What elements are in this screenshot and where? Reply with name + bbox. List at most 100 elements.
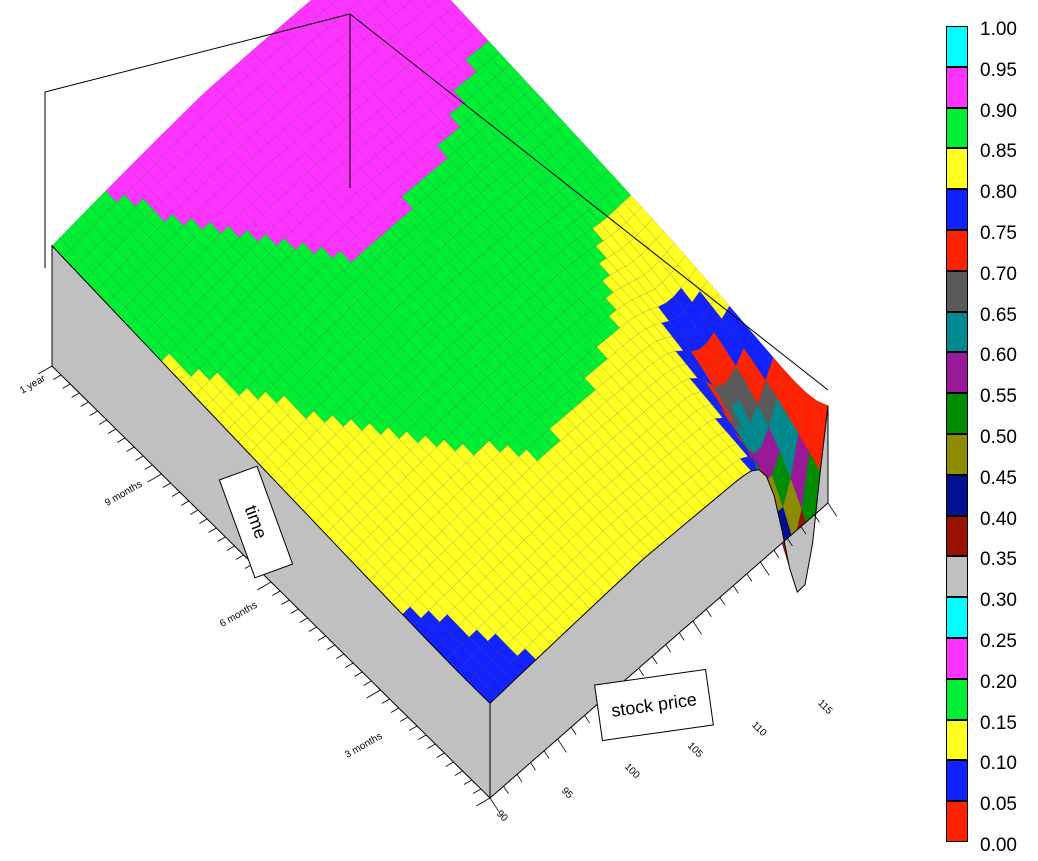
legend-label: 0.70 bbox=[980, 263, 1017, 285]
surface-facet bbox=[458, 16, 478, 36]
time-tick bbox=[409, 725, 418, 731]
stock-price-axis-label-box: stock price bbox=[594, 668, 714, 742]
price-tick bbox=[530, 762, 536, 771]
time-tick bbox=[454, 770, 463, 776]
price-tick bbox=[733, 585, 739, 594]
legend-swatch bbox=[946, 352, 968, 394]
legend-swatch bbox=[946, 66, 968, 108]
price-tick bbox=[827, 502, 838, 517]
price-tick bbox=[787, 538, 793, 547]
time-tick bbox=[326, 644, 336, 650]
price-tick bbox=[584, 715, 590, 724]
surface-facet bbox=[341, 0, 359, 10]
legend-swatch bbox=[946, 597, 968, 638]
legend-label: 1.00 bbox=[980, 19, 1017, 40]
time-tick bbox=[235, 554, 244, 560]
legend-label: 0.05 bbox=[980, 794, 1017, 816]
legend-label: 0.25 bbox=[980, 631, 1017, 652]
price-tick-label: 115 bbox=[815, 698, 834, 717]
legend-label: 0.65 bbox=[980, 304, 1017, 326]
legend-swatch bbox=[946, 148, 968, 190]
surface-facet bbox=[787, 381, 807, 434]
legend-swatch bbox=[946, 801, 968, 842]
color-legend: 1.00 0.95 0.90 0.85 0.80 0.75 0.70 0.65 0.60 0.55… bbox=[946, 20, 1036, 856]
time-tick bbox=[38, 365, 53, 375]
time-tick-label: 3 months bbox=[343, 731, 384, 761]
price-tick bbox=[503, 785, 509, 794]
legend-label: 0.40 bbox=[980, 508, 1017, 530]
price-tick bbox=[665, 644, 672, 653]
legend-label: 0.95 bbox=[980, 59, 1017, 81]
legend-label: 0.85 bbox=[980, 141, 1017, 163]
time-tick bbox=[217, 536, 226, 542]
surface-facet bbox=[666, 243, 686, 266]
legend-swatch bbox=[946, 556, 968, 598]
time-tick bbox=[381, 698, 390, 704]
legend-label: 0.15 bbox=[980, 712, 1017, 734]
time-tick-label: 9 months bbox=[103, 479, 144, 509]
time-tick bbox=[366, 689, 381, 699]
legend-label: 0.55 bbox=[980, 386, 1017, 408]
legend-swatch bbox=[946, 393, 968, 434]
price-tick bbox=[570, 726, 577, 735]
price-tick bbox=[638, 667, 645, 676]
legend-swatch bbox=[946, 189, 968, 230]
legend-swatch bbox=[946, 474, 968, 516]
time-tick bbox=[257, 581, 272, 591]
time-tick bbox=[144, 464, 153, 470]
surface-facet bbox=[429, 0, 449, 19]
surface-facet bbox=[436, 0, 456, 12]
legend-label: 0.30 bbox=[980, 590, 1017, 612]
time-tick bbox=[162, 482, 171, 488]
time-tick bbox=[147, 473, 162, 483]
legend-swatch bbox=[946, 760, 968, 802]
price-tick bbox=[516, 774, 523, 783]
surface-facet bbox=[557, 123, 577, 143]
time-tick bbox=[53, 374, 62, 380]
legend-label: 0.90 bbox=[980, 100, 1017, 122]
price-tick bbox=[651, 656, 658, 665]
legend-label: 0.80 bbox=[980, 182, 1017, 204]
price-tick bbox=[773, 549, 780, 558]
time-tick bbox=[126, 446, 135, 452]
time-tick bbox=[107, 428, 117, 434]
time-tick bbox=[98, 419, 107, 425]
legend-label: 0.20 bbox=[980, 671, 1017, 693]
legend-swatch bbox=[946, 719, 968, 761]
time-tick bbox=[472, 788, 482, 794]
time-tick bbox=[390, 707, 399, 713]
price-tick-label: 100 bbox=[622, 761, 642, 781]
legend-label: 0.35 bbox=[980, 549, 1017, 571]
time-tick bbox=[345, 662, 354, 668]
surface-facet bbox=[798, 392, 818, 453]
time-tick bbox=[89, 410, 98, 416]
price-tick bbox=[760, 561, 770, 576]
surface-facet bbox=[677, 255, 697, 279]
price-tick bbox=[543, 750, 550, 759]
price-tick bbox=[814, 514, 820, 523]
box-edge-top-back bbox=[44, 13, 351, 93]
legend-label: 0.50 bbox=[980, 427, 1017, 448]
legend-swatch bbox=[946, 515, 968, 557]
price-tick bbox=[489, 797, 500, 812]
surface-facet bbox=[568, 135, 588, 155]
legend-swatch bbox=[946, 270, 968, 312]
box-edge-top-right bbox=[349, 13, 829, 391]
price-tick-label: 105 bbox=[685, 740, 705, 760]
time-tick bbox=[427, 743, 436, 749]
price-tick-label: 95 bbox=[559, 785, 575, 801]
time-axis-label-box: time bbox=[218, 465, 294, 579]
surface-facet bbox=[382, 0, 387, 2]
time-tick bbox=[272, 590, 281, 596]
legend-label: 0.00 bbox=[980, 835, 1017, 856]
price-tick bbox=[746, 573, 753, 582]
time-tick bbox=[445, 761, 454, 767]
price-tick bbox=[692, 620, 702, 635]
surface-facet bbox=[328, 0, 337, 4]
surface-facet bbox=[384, 0, 404, 14]
price-tick-label: 90 bbox=[494, 808, 510, 824]
time-tick bbox=[226, 545, 235, 551]
time-tick bbox=[336, 653, 345, 659]
surface-plot: time stock price 1 year 9 months 6 month… bbox=[18, 0, 838, 824]
time-tick bbox=[62, 383, 71, 389]
